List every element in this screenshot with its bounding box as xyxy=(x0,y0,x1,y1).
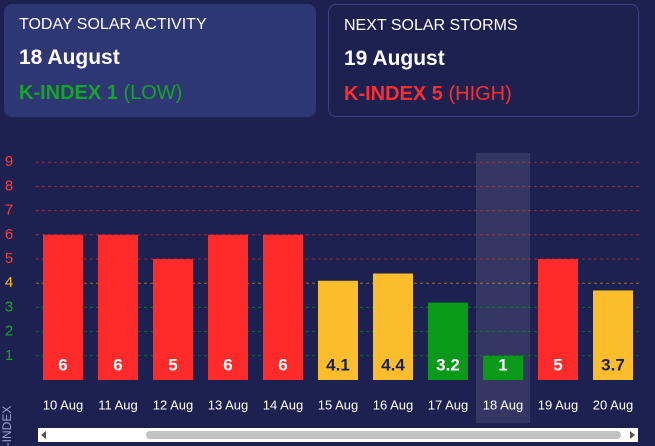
index-value: K-INDEX 1 xyxy=(19,82,118,104)
bar-value-label: 6 xyxy=(223,355,232,374)
y-tick-label: 4 xyxy=(5,274,13,291)
bar xyxy=(208,234,248,380)
bar xyxy=(318,280,358,380)
bar xyxy=(98,234,138,380)
bar-value-label: 6 xyxy=(278,355,287,374)
x-tick-label: 19 Aug xyxy=(538,397,579,412)
next-card: NEXT SOLAR STORMS 19 August K-INDEX 5 (H… xyxy=(328,4,639,117)
card-title: NEXT SOLAR STORMS xyxy=(344,17,518,34)
bar-value-label: 6 xyxy=(58,355,67,374)
card-index: K-INDEX 5 (HIGH) xyxy=(344,83,623,106)
y-tick-label: 1 xyxy=(5,347,13,364)
index-level: (LOW) xyxy=(123,82,183,104)
card-title: TODAY SOLAR ACTIVITY xyxy=(19,16,207,33)
y-axis-label: K-INDEX xyxy=(0,406,14,446)
x-tick-label: 13 Aug xyxy=(208,397,249,412)
bar-value-label: 4.1 xyxy=(326,355,350,374)
bar-value-label: 4.4 xyxy=(381,355,405,374)
x-tick-label: 12 Aug xyxy=(153,397,194,412)
y-tick-label: 6 xyxy=(5,226,13,243)
y-tick-label: 9 xyxy=(5,153,13,170)
bar-value-label: 6 xyxy=(113,355,122,374)
y-tick-label: 3 xyxy=(5,298,13,315)
bar-value-label: 3.7 xyxy=(601,355,625,374)
x-tick-label: 18 Aug xyxy=(483,397,524,412)
bar-value-label: 5 xyxy=(168,355,177,374)
x-tick-label: 15 Aug xyxy=(318,397,359,412)
x-tick-label: 14 Aug xyxy=(263,397,304,412)
bar-value-label: 1 xyxy=(498,355,507,374)
bar xyxy=(593,290,633,380)
y-tick-label: 5 xyxy=(5,250,13,267)
bar xyxy=(538,259,578,380)
x-tick-label: 10 Aug xyxy=(43,397,84,412)
index-level: (HIGH) xyxy=(448,83,512,105)
scrollbar-thumb[interactable] xyxy=(146,431,621,439)
card-index: K-INDEX 1 (LOW) xyxy=(19,82,301,105)
bar-value-label: 5 xyxy=(553,355,562,374)
y-tick-label: 2 xyxy=(5,323,13,340)
scroll-right[interactable] xyxy=(630,431,635,439)
bar xyxy=(483,355,523,380)
bar xyxy=(373,273,413,380)
bar xyxy=(428,302,468,380)
y-tick-label: 8 xyxy=(5,177,13,194)
highlight-band xyxy=(476,153,530,423)
bar xyxy=(153,259,193,380)
y-tick-label: 7 xyxy=(5,202,13,219)
card-date: 19 August xyxy=(344,47,445,70)
index-value: K-INDEX 5 xyxy=(344,83,443,105)
card-date: 18 August xyxy=(19,46,120,69)
scroll-left[interactable] xyxy=(41,431,46,439)
x-tick-label: 16 Aug xyxy=(373,397,414,412)
bar xyxy=(43,234,83,380)
bar xyxy=(263,234,303,380)
bar-value-label: 3.2 xyxy=(436,355,460,374)
x-tick-label: 17 Aug xyxy=(428,397,469,412)
today-card: TODAY SOLAR ACTIVITY 18 August K-INDEX 1… xyxy=(4,4,316,117)
x-tick-label: 11 Aug xyxy=(98,397,138,412)
x-tick-label: 20 Aug xyxy=(593,397,634,412)
